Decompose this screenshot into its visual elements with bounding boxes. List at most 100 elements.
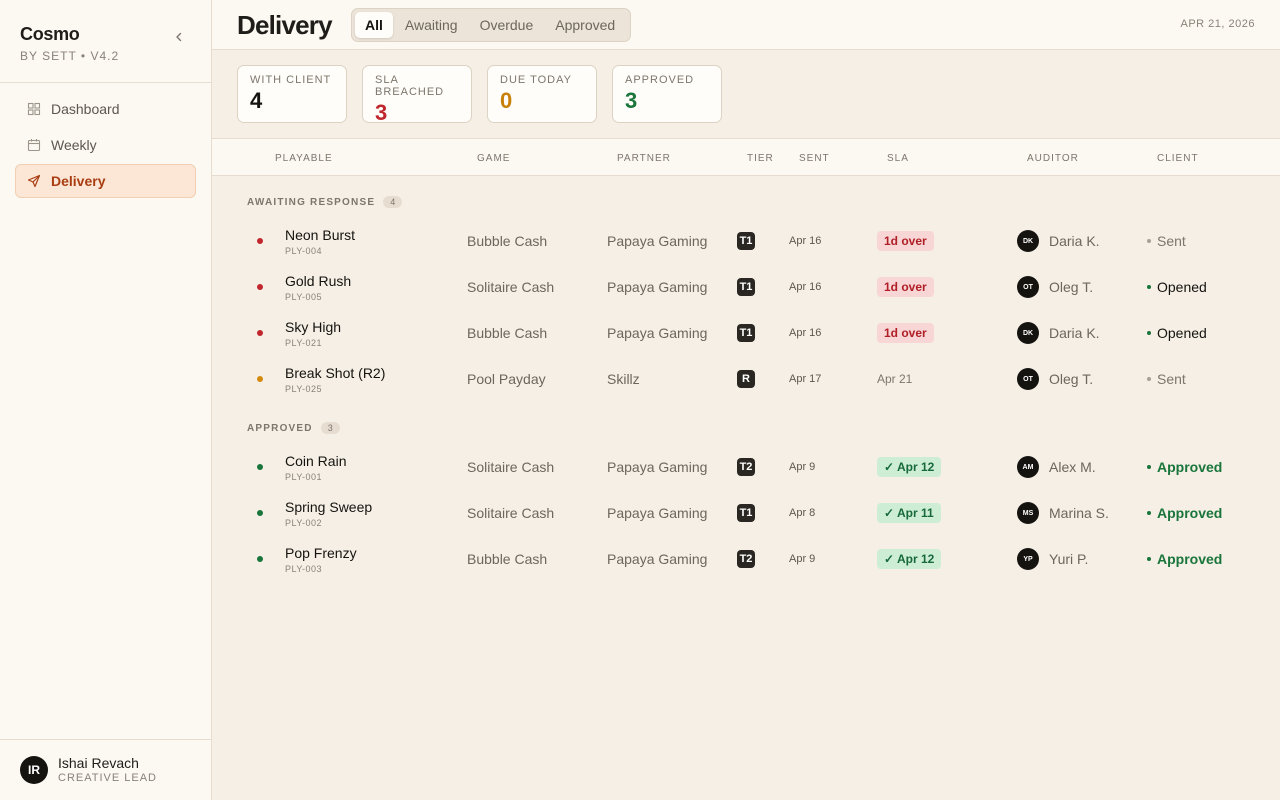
table-row[interactable]: Break Shot (R2) PLY-025 Pool Payday Skil… — [212, 356, 1280, 402]
tier-badge: T1 — [737, 232, 755, 250]
status-dot — [1147, 377, 1151, 381]
stat-label: WITH CLIENT — [250, 74, 332, 86]
tab-overdue[interactable]: Overdue — [479, 17, 534, 33]
tab-approved[interactable]: Approved — [555, 17, 616, 33]
auditor: MS Marina S. — [1017, 502, 1109, 524]
column-header-sla[interactable]: SLA — [887, 153, 909, 164]
divider — [0, 82, 211, 83]
playable-id: PLY-003 — [285, 564, 323, 574]
group-count: 3 — [320, 422, 340, 434]
client-status: Opened — [1147, 279, 1207, 295]
sent-date: Apr 9 — [789, 461, 816, 473]
playable-name: Pop Frenzy — [285, 545, 357, 561]
column-header-sent[interactable]: SENT — [799, 153, 830, 164]
sidebar-item-delivery[interactable]: Delivery — [15, 164, 196, 198]
sidebar-item-weekly[interactable]: Weekly — [15, 128, 196, 162]
avatar: DK — [1017, 322, 1039, 344]
auditor: YP Yuri P. — [1017, 548, 1088, 570]
status-dot — [257, 556, 263, 562]
table-row[interactable]: Neon Burst PLY-004 Bubble Cash Papaya Ga… — [212, 218, 1280, 264]
auditor-name: Marina S. — [1049, 505, 1109, 521]
status-dot — [1147, 511, 1151, 515]
stat-value: 3 — [625, 88, 638, 113]
tab-all[interactable]: All — [355, 12, 393, 38]
chevron-left-icon[interactable] — [172, 30, 186, 44]
status-dot — [257, 284, 263, 290]
group-count: 4 — [383, 196, 403, 208]
client-status-label: Sent — [1157, 233, 1186, 249]
stat-value: 4 — [250, 88, 263, 113]
table-row[interactable]: Spring Sweep PLY-002 Solitaire Cash Papa… — [212, 490, 1280, 536]
sent-date: Apr 16 — [789, 281, 822, 293]
auditor-name: Alex M. — [1049, 459, 1096, 475]
sent-date: Apr 9 — [789, 553, 816, 565]
playable-id: PLY-021 — [285, 338, 323, 348]
partner-cell: Papaya Gaming — [607, 551, 708, 567]
tab-awaiting[interactable]: Awaiting — [404, 17, 458, 33]
game-cell: Bubble Cash — [467, 233, 548, 249]
tier-badge: T1 — [737, 324, 755, 342]
client-status-label: Opened — [1157, 325, 1207, 341]
header: Delivery All Awaiting Overdue Approved A… — [212, 0, 1280, 50]
playable-name: Coin Rain — [285, 453, 347, 469]
column-header-auditor[interactable]: AUDITOR — [1027, 153, 1079, 164]
playable-id: PLY-025 — [285, 384, 323, 394]
table-row[interactable]: Pop Frenzy PLY-003 Bubble Cash Papaya Ga… — [212, 536, 1280, 582]
filter-tabs: All Awaiting Overdue Approved — [351, 8, 632, 42]
client-status-label: Approved — [1157, 459, 1223, 475]
table-row[interactable]: Gold Rush PLY-005 Solitaire Cash Papaya … — [212, 264, 1280, 310]
user-name: Ishai Revach — [58, 755, 139, 771]
column-header-game[interactable]: GAME — [477, 153, 511, 164]
auditor-name: Daria K. — [1049, 233, 1100, 249]
group-title: AWAITING RESPONSE — [247, 196, 376, 208]
stat-label: SLA BREACHED — [375, 74, 445, 98]
table-row[interactable]: Sky High PLY-021 Bubble Cash Papaya Gami… — [212, 310, 1280, 356]
partner-cell: Papaya Gaming — [607, 279, 708, 295]
playable-name: Sky High — [285, 319, 342, 335]
stat-value: 0 — [500, 88, 513, 113]
client-status-label: Opened — [1157, 279, 1207, 295]
status-dot — [1147, 557, 1151, 561]
brand-version: BY SETT • V4.2 — [20, 49, 120, 63]
stat-card-with-client: WITH CLIENT 4 — [237, 65, 347, 123]
playable-name: Break Shot (R2) — [285, 365, 386, 381]
column-header-client[interactable]: CLIENT — [1157, 153, 1199, 164]
sent-date: Apr 16 — [789, 235, 822, 247]
playable-id: PLY-004 — [285, 246, 323, 256]
column-header-tier[interactable]: TIER — [747, 153, 774, 164]
column-header-playable[interactable]: PLAYABLE — [275, 153, 333, 164]
status-dot — [257, 330, 263, 336]
game-cell: Bubble Cash — [467, 551, 548, 567]
client-status: Approved — [1147, 505, 1222, 521]
auditor: DK Daria K. — [1017, 230, 1100, 252]
tier-badge: T2 — [737, 458, 755, 476]
sla-badge: 1d over — [877, 277, 934, 297]
status-dot — [1147, 331, 1151, 335]
sla-badge: 1d over — [877, 231, 934, 251]
calendar-icon — [27, 139, 41, 152]
sla-badge: 1d over — [877, 323, 934, 343]
send-icon — [27, 174, 41, 188]
game-cell: Solitaire Cash — [467, 279, 555, 295]
table-row[interactable]: Coin Rain PLY-001 Solitaire Cash Papaya … — [212, 444, 1280, 490]
game-cell: Solitaire Cash — [467, 459, 555, 475]
status-dot — [257, 238, 263, 244]
stat-cards: WITH CLIENT 4 SLA BREACHED 3 DUE TODAY 0… — [237, 65, 737, 125]
game-cell: Pool Payday — [467, 371, 546, 387]
column-header-partner[interactable]: PARTNER — [617, 153, 671, 164]
sidebar-item-dashboard[interactable]: Dashboard — [15, 92, 196, 126]
avatar: OT — [1017, 276, 1039, 298]
playable-id: PLY-001 — [285, 472, 323, 482]
avatar: YP — [1017, 548, 1039, 570]
stat-card-due-today: DUE TODAY 0 — [487, 65, 597, 123]
status-dot — [1147, 239, 1151, 243]
brand-name: Cosmo — [20, 24, 80, 44]
page-title: Delivery — [237, 10, 333, 40]
user-profile[interactable]: IR Ishai Revach CREATIVE LEAD — [20, 755, 157, 784]
auditor: DK Daria K. — [1017, 322, 1100, 344]
avatar: DK — [1017, 230, 1039, 252]
client-status: Approved — [1147, 551, 1222, 567]
user-role: CREATIVE LEAD — [58, 772, 157, 784]
sidebar-item-label: Delivery — [51, 173, 106, 189]
stat-card-sla-breached: SLA BREACHED 3 — [362, 65, 472, 125]
